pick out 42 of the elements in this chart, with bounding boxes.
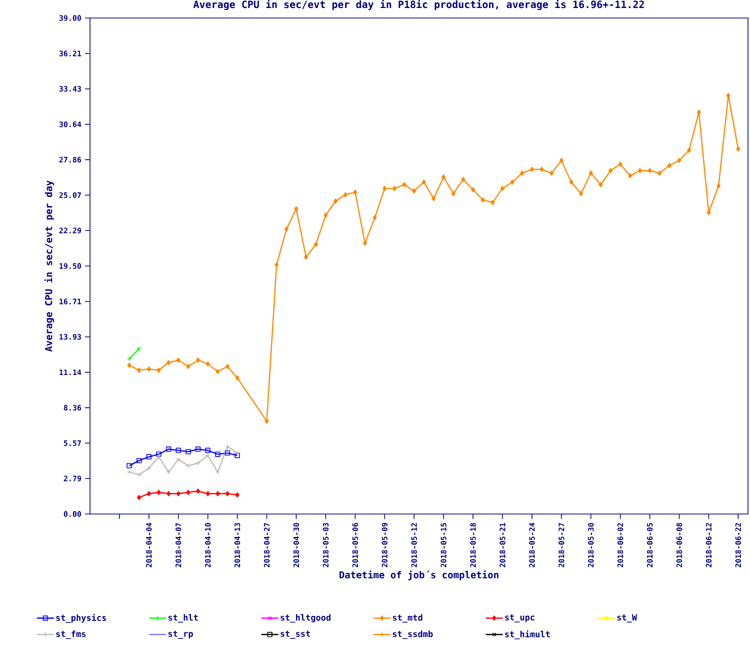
legend-label: st_fms xyxy=(56,630,86,640)
legend-label: st_upc xyxy=(505,614,534,622)
point xyxy=(216,491,220,496)
point xyxy=(136,472,142,478)
point xyxy=(176,448,181,454)
point xyxy=(195,460,201,466)
point xyxy=(166,446,172,452)
legend-label: st_W xyxy=(617,614,638,622)
point xyxy=(166,469,172,475)
legend-label: st_himult xyxy=(505,630,550,640)
point xyxy=(235,492,240,498)
point xyxy=(186,490,190,495)
legend-label: st_rp xyxy=(168,630,193,639)
point xyxy=(136,458,142,464)
legend-label: st_hlt xyxy=(168,614,198,623)
legend-label: st_physics xyxy=(56,614,106,623)
point xyxy=(156,452,162,457)
point xyxy=(215,452,220,457)
point xyxy=(126,463,132,468)
legend-label: st_sst xyxy=(280,630,310,639)
point xyxy=(196,488,200,494)
point xyxy=(176,491,180,496)
point xyxy=(205,448,210,454)
point xyxy=(146,454,152,460)
chart-title: Average CPU in sec/evt per day in P18ic production, average is 16.96+-11.22 xyxy=(193,0,644,10)
legend-label: st_ssdmb xyxy=(392,630,433,640)
legend-label: st_hltgood xyxy=(280,614,330,623)
point xyxy=(224,444,230,450)
legend-label: st_mtd xyxy=(392,614,422,623)
point xyxy=(186,449,191,454)
y-axis-title: Average CPU in sec/evt per day xyxy=(44,180,54,352)
point xyxy=(195,446,201,452)
point xyxy=(146,491,151,496)
point xyxy=(234,452,240,458)
x-axis-title: Datetime of job´s completion xyxy=(340,570,498,580)
point xyxy=(206,491,210,496)
point xyxy=(205,452,210,458)
point xyxy=(224,450,230,456)
point xyxy=(156,490,161,495)
point xyxy=(137,494,142,500)
point xyxy=(225,491,230,496)
point xyxy=(166,491,171,496)
